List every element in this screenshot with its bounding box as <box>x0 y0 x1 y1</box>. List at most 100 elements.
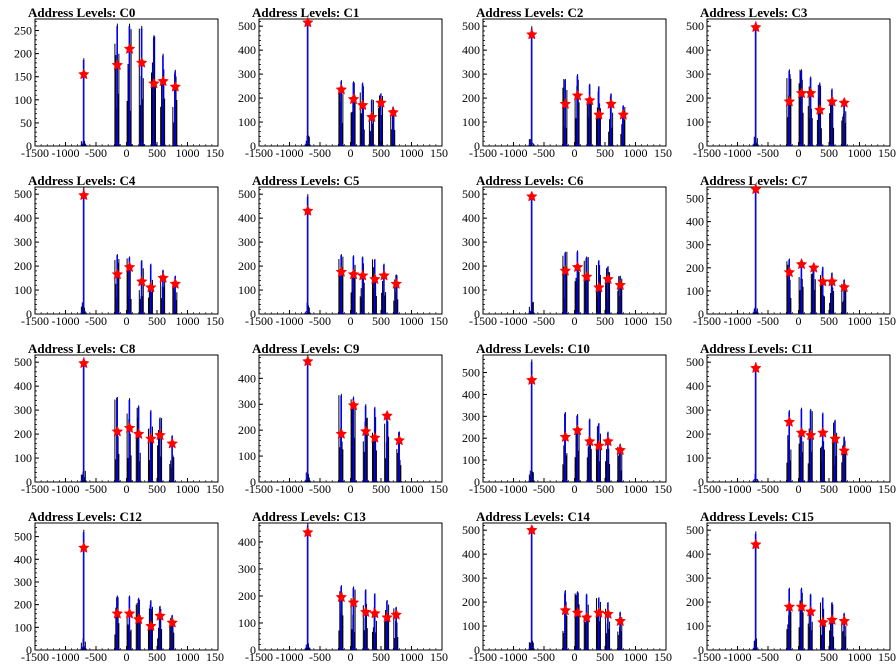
y-tick-label: 200 <box>462 431 480 445</box>
y-tick-label: 500 <box>14 530 32 544</box>
x-tick-label: -500 <box>309 650 331 664</box>
peak-marker <box>617 108 630 120</box>
y-tick-label: 0 <box>250 475 256 489</box>
peak-marker <box>335 428 348 439</box>
y-tick-label: 500 <box>686 523 704 537</box>
plot-frame <box>34 354 219 483</box>
peak-marker <box>783 415 796 427</box>
x-tick-label: 1500 <box>654 482 672 496</box>
fit-curve <box>304 142 312 147</box>
peak-marker <box>583 435 596 447</box>
peak-marker <box>838 96 851 108</box>
y-tick-label: 200 <box>462 259 480 273</box>
fit-curve <box>362 479 369 483</box>
x-tick-label: -1500 <box>469 650 497 664</box>
y-tick-label: 500 <box>14 355 32 369</box>
x-tick-label: 1500 <box>206 146 224 160</box>
x-tick-label: 500 <box>820 482 838 496</box>
plot-frame <box>706 186 891 315</box>
peak-marker <box>78 68 90 80</box>
chart-title: Address Levels: C10 <box>476 341 590 356</box>
x-tick-label: 0 <box>572 146 578 160</box>
chart-panel-c3: Address Levels: C3 0 100 200 300 400 500 -1500-… <box>672 0 896 168</box>
chart-title: Address Levels: C11 <box>700 341 814 356</box>
chart-svg: 0 50 100 150 200 250 -1500 -1000 -500 0 500 1000 150… <box>14 18 224 160</box>
y-tick-label: 100 <box>238 449 256 463</box>
chart-svg: 0 100 200 300 400 500 -1500 -1000 -500 0 500 1000 15… <box>686 354 896 496</box>
peak-marker <box>526 190 538 202</box>
peak-marker <box>614 615 627 627</box>
x-tick-label: -500 <box>757 482 779 496</box>
x-tick-label: 0 <box>796 146 802 160</box>
peak-marker <box>593 606 605 618</box>
chart-svg: 0 100 200 300 400 500 -1500 -1000 -500 0 500 1000 15… <box>14 354 224 496</box>
y-tick-label: 200 <box>686 261 704 275</box>
peak-marker <box>135 275 148 287</box>
peak-marker <box>602 435 614 447</box>
y-tick-label: 300 <box>686 403 704 417</box>
peak-marker <box>302 526 314 538</box>
y-tick-label: 300 <box>462 409 480 423</box>
y-tick-label: 400 <box>686 379 704 393</box>
peak-marker <box>111 59 124 71</box>
x-tick-label: -1000 <box>276 482 304 496</box>
y-tick-label: 300 <box>14 575 32 589</box>
x-tick-label: 1000 <box>176 482 200 496</box>
chart-title: Address Levels: C5 <box>252 173 360 188</box>
chart-svg: 0 100 200 300 400 500 -1500 -1000 -500 0 500 1000 15… <box>14 522 224 664</box>
peak-marker <box>78 357 90 369</box>
x-tick-label: 0 <box>796 650 802 664</box>
y-tick-label: 300 <box>14 403 32 417</box>
peak-marker <box>302 204 314 216</box>
x-tick-label: 1500 <box>430 146 448 160</box>
peak-marker <box>123 261 136 273</box>
x-tick-label: -500 <box>85 650 107 664</box>
x-tick-label: 0 <box>348 650 354 664</box>
y-tick-label: 100 <box>462 283 480 297</box>
x-tick-label: -1000 <box>500 146 528 160</box>
peak-marker <box>602 273 614 285</box>
plot-frame <box>258 186 443 315</box>
peak-marker <box>614 279 627 291</box>
y-tick-label: 400 <box>462 387 480 401</box>
peak-marker <box>602 607 614 619</box>
y-tick-label: 0 <box>698 307 704 321</box>
fit-curve <box>80 646 88 651</box>
x-tick-label: 0 <box>124 314 130 328</box>
y-tick-label: 400 <box>14 552 32 566</box>
x-tick-label: -1000 <box>276 650 304 664</box>
peak-marker <box>169 277 182 289</box>
peak-marker <box>369 431 381 443</box>
y-tick-label: 300 <box>462 571 480 585</box>
x-tick-label: -1000 <box>500 482 528 496</box>
y-tick-label: 500 <box>238 187 256 201</box>
x-tick-label: 1500 <box>878 146 896 160</box>
y-tick-label: 400 <box>14 379 32 393</box>
fit-curve <box>150 142 158 147</box>
peak-marker <box>571 424 584 436</box>
x-tick-label: 500 <box>596 314 614 328</box>
y-tick-label: 0 <box>26 475 32 489</box>
y-tick-label: 300 <box>462 67 480 81</box>
chart-title: Address Levels: C7 <box>700 173 808 188</box>
x-tick-label: 1500 <box>206 314 224 328</box>
peak-marker <box>750 21 762 33</box>
x-tick-label: 0 <box>348 482 354 496</box>
x-tick-label: 1000 <box>624 482 648 496</box>
x-tick-label: -1500 <box>245 146 273 160</box>
x-tick-label: 500 <box>596 650 614 664</box>
y-tick-label: 0 <box>474 307 480 321</box>
peak-marker <box>381 611 393 623</box>
fit-curve <box>752 478 760 483</box>
y-tick-label: 200 <box>238 91 256 105</box>
peak-marker <box>580 611 593 623</box>
x-tick-label: 1000 <box>848 146 872 160</box>
x-tick-label: -1500 <box>21 146 49 160</box>
y-tick-label: 200 <box>238 259 256 273</box>
peak-marker <box>369 607 381 619</box>
peak-marker <box>356 99 369 111</box>
peak-marker <box>169 80 182 92</box>
chart-svg: 0 100 200 300 400 500 -1500 -1000 -500 0 500 1000 15… <box>238 186 448 328</box>
peak-marker <box>750 183 762 195</box>
x-tick-label: -1500 <box>245 650 273 664</box>
